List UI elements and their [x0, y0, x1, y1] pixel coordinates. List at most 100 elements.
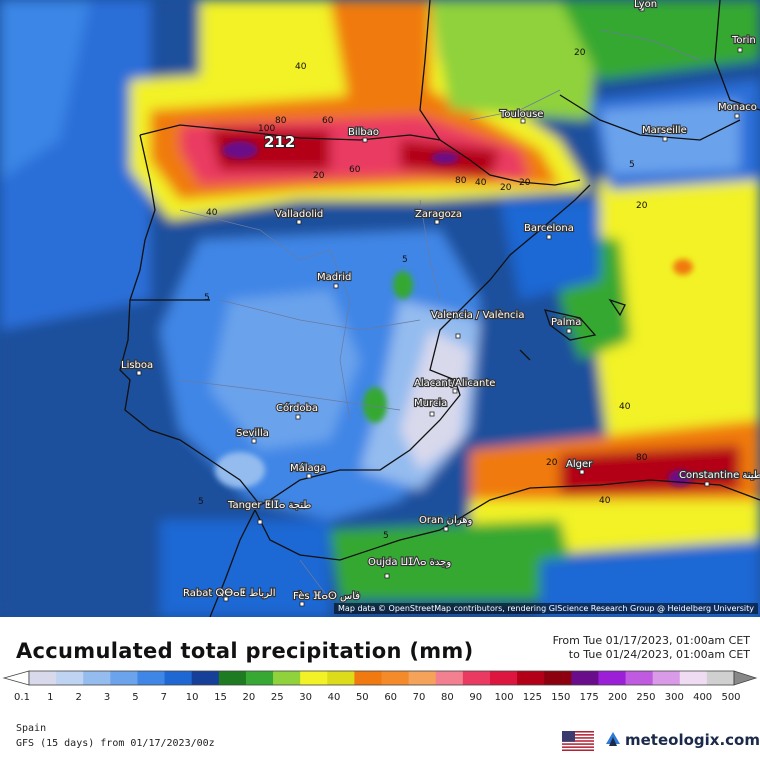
contour-label: 20 [519, 178, 531, 188]
city-alicante[interactable]: Alacant/Alicante [413, 377, 497, 394]
region-label: Spain [16, 723, 47, 734]
city-label: Barcelona [524, 223, 574, 234]
city-valencia[interactable]: Valencia / València [430, 308, 526, 339]
map-attribution[interactable]: Map data © OpenStreetMap contributors, r… [334, 603, 758, 614]
scale-swatch [327, 671, 355, 685]
scale-swatch [110, 671, 138, 685]
city-oujda[interactable]: Oujda ⵡⵊⴷⴰ وجدة [367, 556, 452, 579]
contour-label: 5 [383, 531, 389, 541]
city-markers: Lyon Torin Monaco Marseille Toulouse Bil… [120, 0, 760, 607]
contour-label: 20 [574, 48, 586, 58]
city-label: Málaga [290, 462, 326, 474]
scale-tick-label: 2 [76, 692, 82, 703]
scale-swatch [245, 671, 274, 685]
city-torin[interactable]: Torin [730, 34, 757, 53]
city-rabat[interactable]: Rabat ⵕⴱⴰⵟ الرباط [182, 587, 277, 602]
city-label: Valladolid [275, 209, 323, 220]
scale-tick-label: 7 [161, 692, 167, 703]
us-flag-icon[interactable] [562, 731, 594, 751]
scale-tick-label: 80 [441, 692, 454, 703]
city-label: Lyon [634, 0, 657, 10]
city-marseille[interactable]: Marseille [641, 124, 688, 142]
city-murcia[interactable]: Murcia [413, 397, 448, 417]
scale-swatch [191, 671, 220, 685]
city-madrid[interactable]: Madrid [316, 271, 352, 289]
city-bilbao[interactable]: Bilbao [347, 126, 380, 143]
peak-value-label: 212 [264, 133, 295, 151]
contour-label: 20 [500, 183, 512, 193]
color-scale: 0.1 1 2 3 5 7 10 15 20 25 30 40 50 60 70 80 90 100 125 150 1… [2, 670, 758, 703]
scale-tick-label: 25 [271, 692, 284, 703]
city-palma[interactable]: Palma [550, 316, 582, 334]
meteologix-logo[interactable]: meteologix.com [604, 729, 760, 751]
city-label: Fès ⴼⴰⵙ فاس [293, 590, 360, 602]
city-label: Bilbao [348, 127, 379, 138]
city-label: Zaragoza [415, 209, 462, 220]
scale-swatch [679, 671, 708, 685]
scale-swatch [273, 671, 301, 685]
city-label: Marseille [642, 125, 687, 136]
city-label: Oran وهران [419, 515, 473, 526]
city-valladolid[interactable]: Valladolid [274, 208, 324, 225]
contour-label: 20 [636, 201, 648, 211]
city-malaga[interactable]: Málaga [289, 461, 327, 479]
contour-label: 5 [198, 497, 204, 507]
scale-min-arrow [2, 670, 30, 686]
scale-tick-label: 250 [636, 692, 655, 703]
city-monaco[interactable]: Monaco [717, 101, 758, 119]
contour-label: 5 [402, 255, 408, 265]
city-cordoba[interactable]: Córdoba [275, 401, 319, 420]
city-constantine[interactable]: Constantine قسنطينة [678, 469, 760, 487]
city-fes[interactable]: Fès ⴼⴰⵙ فاس [292, 589, 361, 607]
scale-tick-label: 3 [104, 692, 110, 703]
contour-label: 40 [475, 178, 487, 188]
scale-tick-label: 150 [551, 692, 570, 703]
city-label: Tanger ⵟⵏⵊⴰ طنجة [227, 500, 311, 511]
city-zaragoza[interactable]: Zaragoza [414, 208, 463, 225]
scale-swatch [652, 671, 681, 685]
city-label: Rabat ⵕⴱⴰⵟ الرباط [183, 588, 275, 599]
scale-tick-label: 1 [47, 692, 53, 703]
coastlines [119, 0, 760, 617]
scale-swatch [83, 671, 111, 685]
scale-swatch [544, 671, 572, 685]
city-label: Córdoba [276, 402, 318, 414]
period-to: to Tue 01/24/2023, 01:00am CET [568, 648, 750, 661]
city-toulouse[interactable]: Toulouse [498, 108, 545, 124]
scale-swatch [218, 671, 247, 685]
contour-label: 100 [258, 124, 275, 134]
contour-label: 80 [455, 176, 467, 186]
city-lyon[interactable]: Lyon [633, 0, 658, 12]
scale-tick-label: 30 [299, 692, 312, 703]
scale-tick-label: 15 [214, 692, 227, 703]
scale-tick-label: 175 [580, 692, 599, 703]
city-lisboa[interactable]: Lisboa [120, 359, 154, 376]
contour-label: 5 [204, 293, 210, 303]
city-oran[interactable]: Oran وهران [418, 514, 474, 532]
scale-swatch [435, 671, 464, 685]
scale-swatch [625, 671, 654, 685]
scale-swatch [137, 671, 166, 685]
contour-label: 60 [349, 165, 361, 175]
city-sevilla[interactable]: Sevilla [235, 427, 270, 444]
city-barcelona[interactable]: Barcelona [523, 222, 575, 240]
scale-swatch [571, 671, 599, 685]
scale-swatch [381, 671, 410, 685]
scale-tick-label: 70 [413, 692, 426, 703]
scale-tick-label: 200 [608, 692, 627, 703]
scale-max-arrow [733, 670, 758, 686]
city-alger[interactable]: Alger [565, 458, 594, 475]
city-label: Valencia / València [431, 309, 524, 321]
logo-icon [606, 732, 620, 746]
brand-name: meteologix.com [625, 731, 760, 749]
city-label: Madrid [317, 272, 351, 283]
city-label: Torin [731, 35, 756, 46]
precipitation-map[interactable]: 40 80 80 60 60 100 40 20 20 5 5 5 5 20 4… [0, 0, 760, 617]
contour-label: 40 [295, 62, 307, 72]
city-label: Murcia [414, 398, 447, 409]
scale-swatch [489, 671, 518, 685]
city-tanger[interactable]: Tanger ⵟⵏⵊⴰ طنجة [226, 499, 312, 525]
contour-label: 20 [313, 171, 325, 181]
city-label: Alacant/Alicante [414, 378, 495, 389]
contour-label: 20 [546, 458, 558, 468]
